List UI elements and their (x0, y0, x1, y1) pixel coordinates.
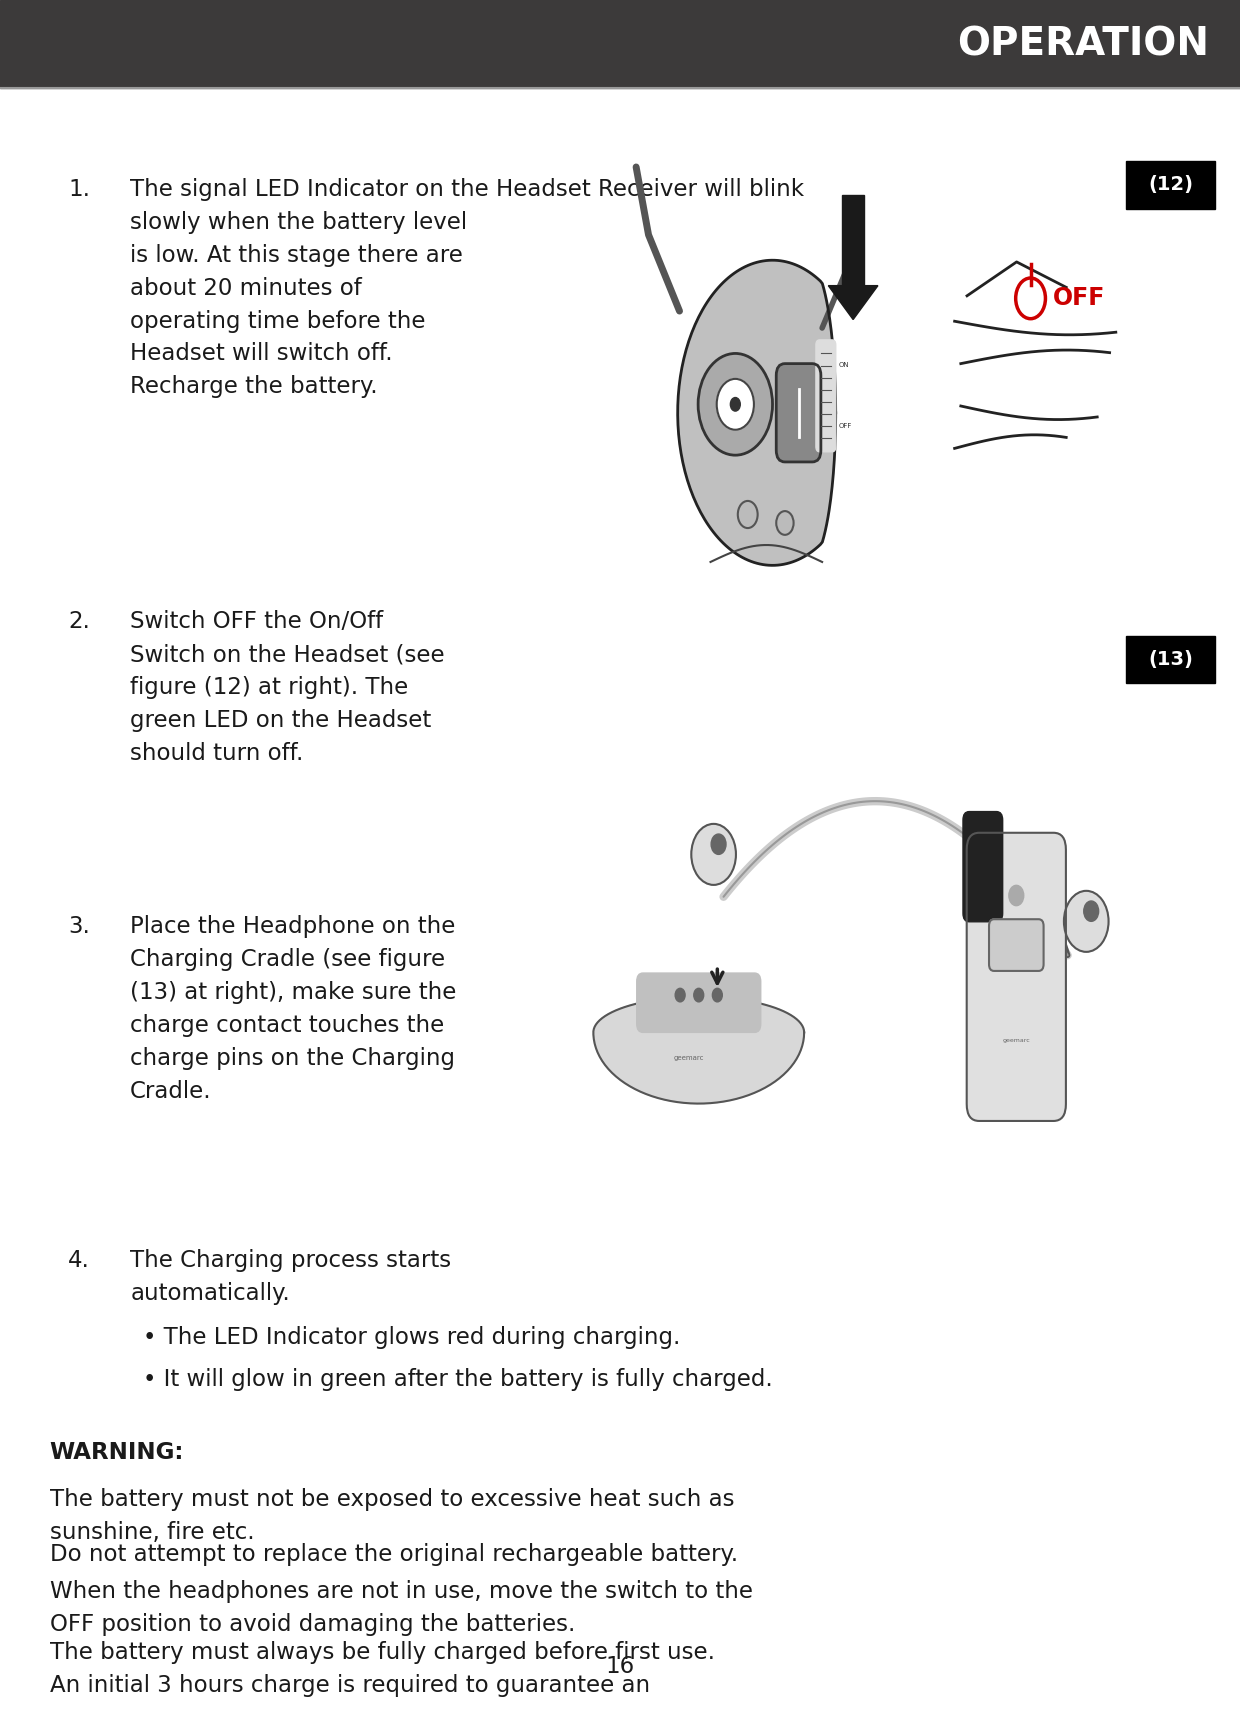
Bar (477, 636, 1215, 1186)
Text: OFF: OFF (838, 424, 852, 429)
FancyBboxPatch shape (637, 972, 760, 1032)
Text: When the headphones are not in use, move the switch to the
OFF position to avoid: When the headphones are not in use, move… (50, 1579, 753, 1636)
Text: Place the Headphone on the
Charging Cradle (see figure
(13) at right), make sure: Place the Headphone on the Charging Crad… (130, 916, 456, 1102)
Text: (13): (13) (1148, 649, 1193, 668)
FancyBboxPatch shape (967, 832, 1066, 1121)
Bar (1126, 636, 1215, 684)
Circle shape (712, 988, 722, 1001)
Text: The signal LED Indicator on the Headset Receiver will blink
slowly when the batt: The signal LED Indicator on the Headset … (130, 178, 805, 398)
FancyBboxPatch shape (990, 919, 1044, 971)
Bar (842, 195, 864, 289)
FancyBboxPatch shape (963, 812, 1003, 921)
Circle shape (712, 834, 727, 854)
Circle shape (717, 379, 754, 429)
Text: • The LED Indicator glows red during charging.: • The LED Indicator glows red during cha… (143, 1326, 680, 1348)
Text: OFF: OFF (1053, 287, 1105, 311)
Text: Switch OFF the On/Off
Switch on the Headset (see
figure (12) at right). The
gree: Switch OFF the On/Off Switch on the Head… (130, 610, 445, 766)
Circle shape (730, 398, 740, 412)
Circle shape (694, 988, 704, 1001)
FancyBboxPatch shape (776, 364, 821, 461)
Bar (477, 161, 1215, 619)
Text: geemarc: geemarc (1002, 1037, 1030, 1042)
Text: Do not attempt to replace the original rechargeable battery.: Do not attempt to replace the original r… (50, 1543, 738, 1565)
Text: 16: 16 (605, 1656, 635, 1678)
Circle shape (692, 824, 737, 885)
Bar (0, 0, 1240, 89)
Circle shape (738, 501, 758, 528)
Text: The battery must always be fully charged before first use.
An initial 3 hours ch: The battery must always be fully charged… (50, 1641, 714, 1697)
Circle shape (675, 988, 684, 1001)
Circle shape (1084, 901, 1099, 921)
Text: 2.: 2. (68, 610, 91, 634)
Text: (12): (12) (1148, 176, 1193, 195)
Text: OPERATION: OPERATION (957, 26, 1209, 63)
Text: 3.: 3. (68, 916, 91, 938)
Text: The Charging process starts
automatically.: The Charging process starts automaticall… (130, 1249, 451, 1306)
Text: geemarc: geemarc (675, 1054, 704, 1061)
Circle shape (1009, 885, 1024, 906)
Bar (1126, 161, 1215, 208)
Polygon shape (594, 996, 804, 1104)
Circle shape (698, 354, 773, 455)
Text: WARNING:: WARNING: (50, 1441, 184, 1465)
FancyBboxPatch shape (816, 340, 836, 451)
Circle shape (776, 511, 794, 535)
Text: 1.: 1. (68, 178, 91, 202)
Polygon shape (828, 285, 878, 320)
Text: • It will glow in green after the battery is fully charged.: • It will glow in green after the batter… (143, 1367, 773, 1391)
Text: ON: ON (838, 362, 849, 369)
Text: The battery must not be exposed to excessive heat such as
sunshine, fire etc.: The battery must not be exposed to exces… (50, 1489, 734, 1545)
Text: 4.: 4. (68, 1249, 91, 1273)
Circle shape (1064, 890, 1109, 952)
Polygon shape (678, 260, 836, 566)
